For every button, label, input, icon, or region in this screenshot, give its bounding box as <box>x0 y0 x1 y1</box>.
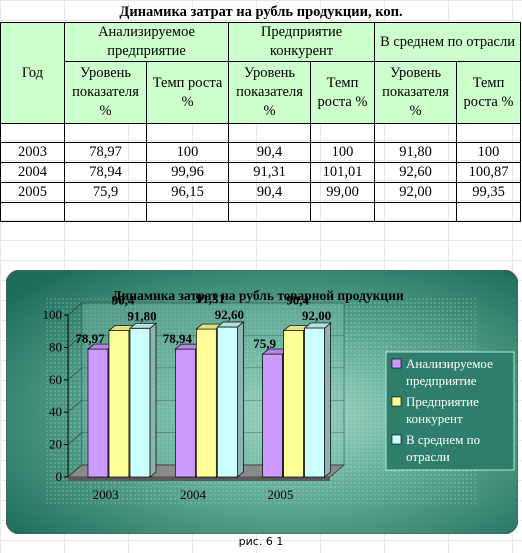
data-label: 90,4 <box>112 293 135 308</box>
chart-title: Динамика затрат на рубль товарной продук… <box>112 288 404 303</box>
table-cell: 99,00 <box>310 182 376 203</box>
bar-top <box>303 322 332 329</box>
x-tick-label: 2004 <box>180 487 207 502</box>
table-cell: 75,9 <box>64 182 147 203</box>
cell-year: 2005 <box>0 182 65 203</box>
table-row: 2005 75,9 96,15 90,4 99,00 92,00 99,35 <box>0 182 522 203</box>
bar-side <box>149 322 157 478</box>
bar <box>87 348 109 478</box>
data-label: 75,9 <box>253 336 276 351</box>
table-row: 2003 78,97 100 90,4 100 91,80 100 <box>0 142 522 163</box>
y-tick-label: 60 <box>49 372 62 387</box>
gridline-diagonal <box>67 399 83 413</box>
empty-row <box>0 123 522 143</box>
table-cell: 90,4 <box>228 142 312 163</box>
cell-year: 2003 <box>0 142 65 163</box>
legend <box>385 351 515 471</box>
y-tick-label: 20 <box>49 437 62 452</box>
legend-label: В среднем по <box>406 432 480 447</box>
subheader-growth: Темп роста % <box>456 61 522 124</box>
bar <box>108 330 130 478</box>
bar <box>216 326 238 478</box>
gridline-diagonal <box>67 335 83 348</box>
data-label: 92,00 <box>302 308 331 323</box>
data-label: 91,31 <box>196 291 225 306</box>
table-cell: 78,97 <box>64 142 147 163</box>
legend-label: предприятие <box>406 373 477 388</box>
y-tick-label: 40 <box>49 404 62 419</box>
y-tick-label: 0 <box>56 469 63 484</box>
data-label: 78,97 <box>75 331 105 346</box>
legend-swatch <box>391 358 402 369</box>
table-cell: 92,60 <box>374 162 458 183</box>
y-tick-label: 100 <box>43 307 63 322</box>
gridline-diagonal <box>67 302 83 316</box>
subheader-level: Уровень показателя % <box>374 61 458 124</box>
subheader-level: Уровень показателя % <box>64 61 147 124</box>
bar <box>129 327 151 478</box>
bar-side <box>324 322 332 478</box>
bar <box>195 328 217 478</box>
gridline-diagonal <box>67 464 83 478</box>
data-label: 92,60 <box>215 307 244 322</box>
table-cell: 78,94 <box>64 162 147 183</box>
legend-label: отрасли <box>406 449 450 464</box>
legend-label: Анализируемое <box>406 356 493 371</box>
header-year: Год <box>0 22 65 124</box>
bar <box>283 330 305 478</box>
data-label: 78,94 <box>163 331 193 346</box>
bar <box>174 348 196 478</box>
table-cell: 101,01 <box>310 162 376 183</box>
x-tick-label: 2003 <box>93 487 119 502</box>
table-cell: 91,31 <box>228 162 312 183</box>
table-cell: 90,4 <box>228 182 312 203</box>
legend-swatch <box>391 434 402 445</box>
legend-swatch <box>391 396 402 407</box>
figure-caption: рис. 6 1 <box>238 535 284 548</box>
table-row: 2004 78,94 99,96 91,31 101,01 92,60 100,… <box>0 162 522 183</box>
legend-label: конкурент <box>406 411 463 426</box>
header-group-1: Анализируемое предприятие <box>63 22 230 62</box>
bar <box>304 327 326 478</box>
data-label: 90,4 <box>286 293 309 308</box>
gridline-diagonal <box>67 432 83 445</box>
table-cell: 92,00 <box>374 182 458 203</box>
table-cell: 100 <box>310 142 376 163</box>
gridline-diagonal <box>67 367 83 381</box>
empty-row <box>0 202 522 222</box>
table-cell: 91,80 <box>374 142 458 163</box>
table-cell: 100 <box>145 142 230 163</box>
chart-floor-edge <box>68 477 330 481</box>
bar-top <box>216 321 245 328</box>
chart-area: Динамика затрат на рубль товарной продук… <box>5 269 519 535</box>
table-cell: 99,35 <box>456 182 522 203</box>
table-cell: 96,15 <box>145 182 230 203</box>
legend-label: Предприятие <box>406 394 479 409</box>
table-title: Динамика затрат на рубль продукции, коп. <box>119 4 403 20</box>
header-group-3: В среднем по отрасли <box>374 22 522 62</box>
subheader-growth: Темп роста % <box>310 61 376 124</box>
bar-side <box>236 321 244 478</box>
table-cell: 100,87 <box>456 162 522 183</box>
bar-top <box>129 322 157 329</box>
subheader-growth: Темп роста % <box>145 61 230 124</box>
data-label: 91,80 <box>127 308 156 323</box>
table-cell: 99,96 <box>145 162 230 183</box>
bar <box>262 353 284 478</box>
cell-year: 2004 <box>0 162 65 183</box>
header-group-2: Предприятие конкурент <box>228 22 376 62</box>
bar-chart: Динамика затрат на рубль товарной продук… <box>5 269 519 535</box>
data-table: Год Анализируемое предприятие Предприяти… <box>0 22 522 222</box>
subheader-level: Уровень показателя % <box>228 61 312 124</box>
y-tick-label: 80 <box>49 339 62 354</box>
table-cell: 100 <box>456 142 522 163</box>
x-tick-label: 2005 <box>267 487 293 502</box>
